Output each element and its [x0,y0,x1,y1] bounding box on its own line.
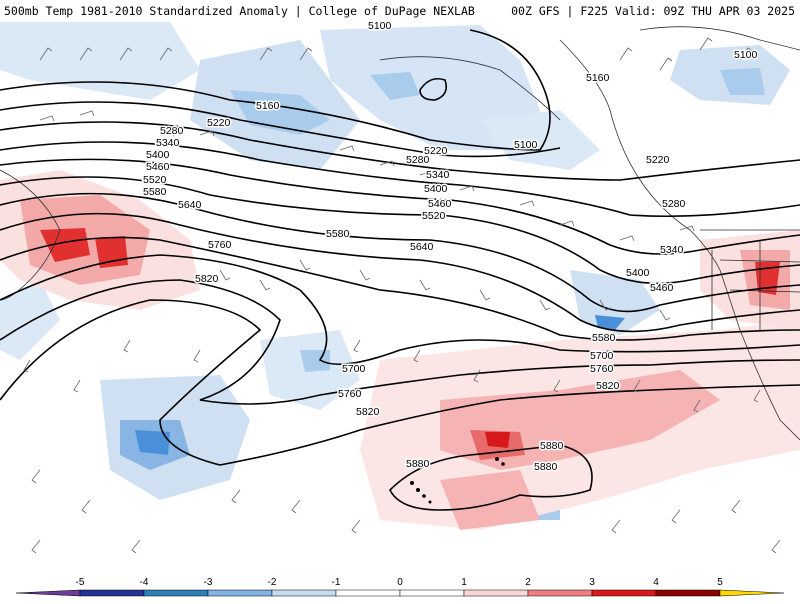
contour-label: 5160 [256,100,280,112]
tick-label: -3 [204,577,213,588]
tick-label: 4 [653,577,659,588]
contour-label: 5400 [424,183,448,195]
contour-label: 5880 [540,440,564,452]
contour-label: 5280 [662,198,686,210]
contour-label: 5700 [590,350,614,362]
product-title: 500mb Temp 1981-2010 Standardized Anomal… [4,4,475,18]
contour-label: 5640 [410,241,434,253]
contour-label: 5580 [326,228,350,240]
cold-anomaly-shading [0,22,790,520]
contour-label: 5340 [660,244,684,256]
tick-label: -1 [332,577,341,588]
contour-label: 5820 [596,380,620,392]
anomaly-colorbar: -5 -4 -3 -2 -1 0 1 2 3 4 5 [0,575,800,600]
contour-label: 5100 [734,49,758,61]
tick-label: 5 [717,577,723,588]
wind-barbs [23,37,781,554]
contour-label: 5460 [146,161,170,173]
tick-label: -5 [76,577,85,588]
contour-label: 5460 [650,282,674,294]
contour-label: 5760 [338,388,362,400]
contour-label: 5880 [534,461,558,473]
contour-label: 5520 [422,210,446,222]
contour-label: 5100 [514,139,538,151]
tick-label: 0 [397,577,403,588]
contour-label: 5580 [592,332,616,344]
contour-label: 5340 [156,137,180,149]
contour-label: 5640 [178,199,202,211]
contour-label: 5280 [160,125,184,137]
contour-label: 5100 [368,22,392,32]
hawaii-islands [410,457,505,504]
contour-label: 5400 [626,267,650,279]
tick-label: 3 [589,577,595,588]
contour-label: 5820 [356,406,380,418]
contour-label: 5820 [195,273,219,285]
contour-label: 5760 [208,239,232,251]
height-contours [0,29,800,511]
contour-label: 5880 [406,458,430,470]
contour-label: 5700 [342,363,366,375]
map-header: 500mb Temp 1981-2010 Standardized Anomal… [0,0,800,22]
contour-label: 5220 [646,154,670,166]
contour-label: 5460 [428,198,452,210]
tick-label: 2 [525,577,531,588]
contour-value-labels: 5160 5220 5280 5340 5400 5460 5520 5580 … [142,22,760,475]
contour-label: 5760 [590,363,614,375]
contour-label: 5340 [426,169,450,181]
contour-label: 5280 [406,154,430,166]
contour-label: 5160 [586,72,610,84]
tick-label: 1 [461,577,467,588]
tick-label: -2 [268,577,277,588]
contour-label: 5220 [207,117,231,129]
contour-label: 5580 [143,186,167,198]
colorbar-swatches [15,589,785,597]
anomaly-map: 5160 5220 5280 5340 5400 5460 5520 5580 … [0,22,800,575]
colorbar-ticks: -5 -4 -3 -2 -1 0 1 2 3 4 5 [76,577,724,588]
model-valid-time: 00Z GFS | F225 Valid: 09Z THU APR 03 202… [511,4,795,18]
contour-label: 5520 [143,174,167,186]
contour-label: 5220 [424,145,448,157]
contour-label: 5400 [146,149,170,161]
tick-label: -4 [140,577,149,588]
